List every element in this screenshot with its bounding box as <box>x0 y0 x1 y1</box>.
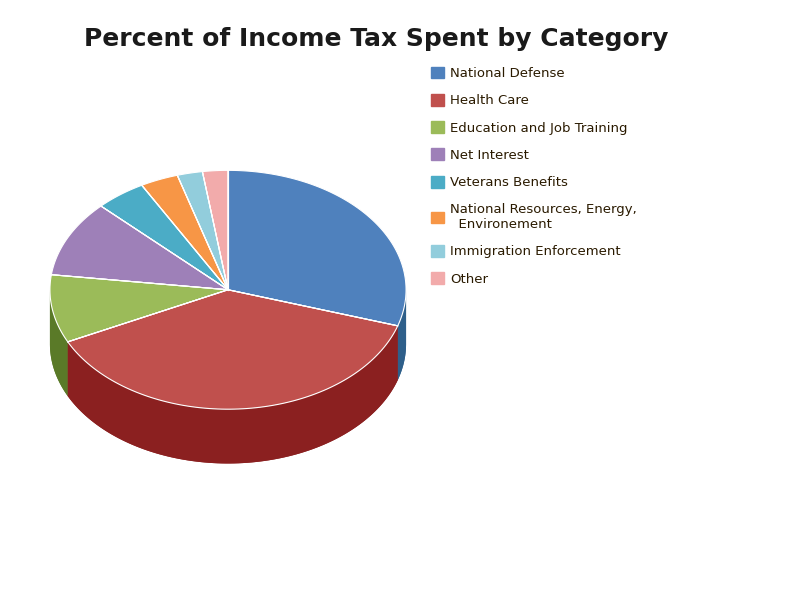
Polygon shape <box>228 290 398 380</box>
Polygon shape <box>228 170 406 326</box>
Polygon shape <box>68 290 228 396</box>
Polygon shape <box>68 290 228 396</box>
Polygon shape <box>142 175 228 290</box>
Polygon shape <box>68 326 398 463</box>
Polygon shape <box>178 172 228 290</box>
Polygon shape <box>202 170 228 290</box>
Polygon shape <box>228 290 398 380</box>
Polygon shape <box>398 290 406 380</box>
Polygon shape <box>50 275 228 342</box>
Polygon shape <box>51 206 228 290</box>
Polygon shape <box>50 290 68 396</box>
Polygon shape <box>101 185 228 290</box>
Polygon shape <box>68 290 398 409</box>
Legend: National Defense, Health Care, Education and Job Training, Net Interest, Veteran: National Defense, Health Care, Education… <box>430 67 637 286</box>
Polygon shape <box>68 326 398 463</box>
Polygon shape <box>50 290 68 396</box>
Polygon shape <box>398 290 406 380</box>
Text: Percent of Income Tax Spent by Category: Percent of Income Tax Spent by Category <box>84 27 668 51</box>
